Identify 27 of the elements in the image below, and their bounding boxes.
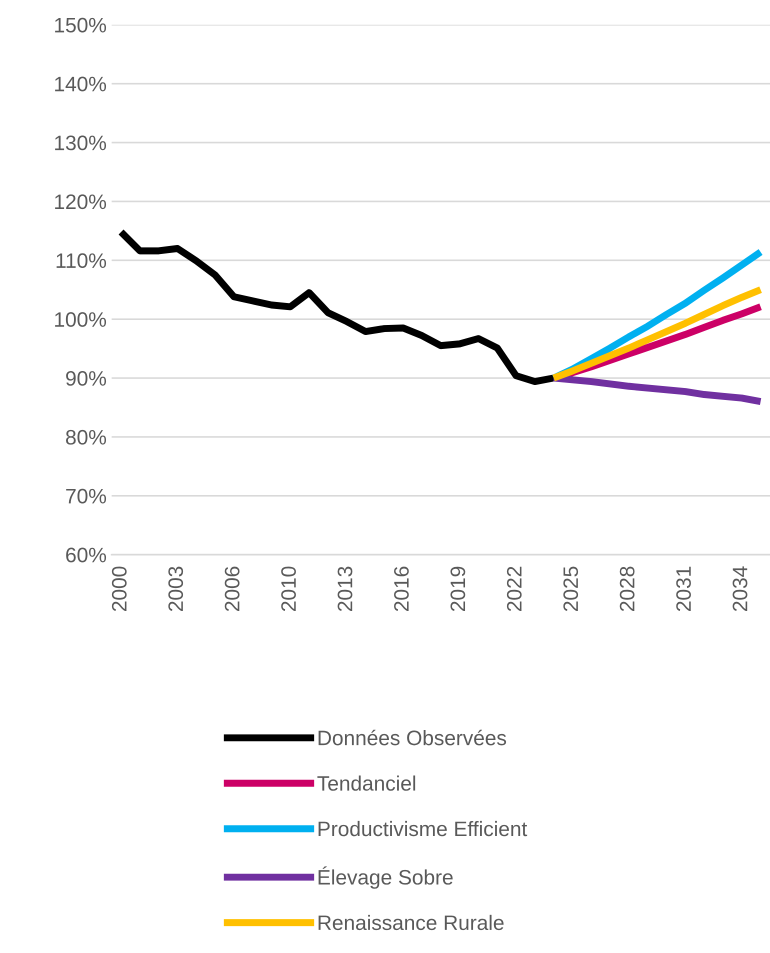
x-tick-label: 2016 [394,566,409,612]
x-tick-label: 2013 [338,566,352,612]
x-tick-label: 2028 [620,566,635,612]
x-tick-label: 2031 [676,566,691,612]
x-tick-label: 2010 [281,566,296,612]
x-tick-label: 2025 [563,566,578,612]
y-tick-label: 150% [55,18,106,33]
x-tick-label: 2022 [506,566,522,612]
legend-label: Élevage Sobre [318,866,453,889]
x-tick-label: 2006 [224,566,240,612]
x-tick-label: 2034 [732,566,748,612]
x-tick-label: 2000 [112,566,127,612]
y-tick-label: 110% [56,253,106,268]
legend-label: Productivisme Efficient [318,820,528,836]
y-tick-label: 80% [66,430,106,445]
y-tick-label: 60% [66,548,106,562]
legend-label: Renaissance Rurale [318,914,504,930]
y-tick-label: 120% [55,194,106,210]
legend-label: Données Observées [318,730,506,746]
y-tick-label: 100% [55,312,106,327]
legend-label: Tendanciel [317,775,416,791]
y-tick-label: 90% [66,371,106,386]
x-tick-label: 2019 [450,566,466,612]
y-tick-label: 130% [55,136,106,150]
y-tick-label: 70% [66,488,106,504]
x-tick-label: 2003 [168,566,184,612]
y-tick-label: 140% [55,76,106,92]
